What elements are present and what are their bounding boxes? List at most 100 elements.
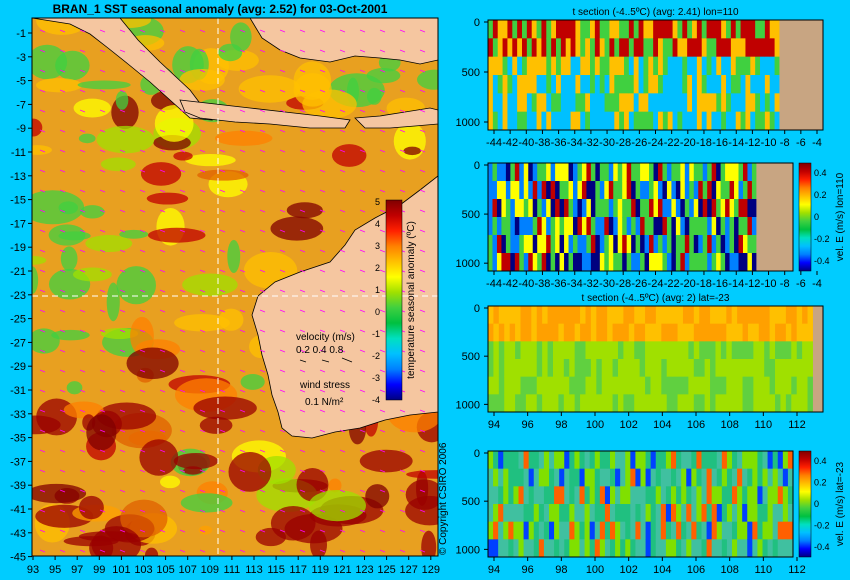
section-cell (702, 199, 708, 218)
section-cell (696, 111, 703, 131)
section-cell (650, 504, 657, 523)
section-cell (715, 341, 722, 360)
section-cell (585, 93, 591, 113)
section-cell (508, 451, 514, 470)
section-cell (701, 468, 708, 487)
sst-blob (146, 192, 189, 205)
sst-blob (32, 190, 85, 225)
velocity-arrow (119, 369, 126, 373)
section-cell (617, 217, 623, 236)
section-cell (528, 451, 535, 470)
velocity-arrow (399, 69, 406, 73)
section-cell (640, 235, 646, 254)
section-cell (742, 235, 748, 254)
section-cell (556, 38, 562, 58)
sst-blob (96, 125, 155, 154)
section-cell (615, 539, 621, 558)
section-cell (568, 181, 574, 200)
section-cell (498, 486, 504, 505)
velocity-arrow (359, 409, 366, 413)
section-cell (711, 451, 718, 470)
section-cell (755, 75, 761, 94)
velocity-arrow (159, 469, 166, 473)
section-cell (660, 539, 667, 558)
section-cell (730, 111, 737, 131)
velocity-arrow (399, 529, 406, 533)
section-cell (729, 217, 735, 236)
section-cell (496, 217, 502, 236)
velocity-arrow (119, 529, 126, 533)
velocity-arrow (99, 189, 106, 193)
main-map-lon-ticks: 93 95 97 99 101 103 105 107 109 111 113 115 117 119 12… (27, 556, 440, 576)
section-cell (661, 323, 668, 342)
section-cell (750, 20, 756, 39)
velocity-arrow (99, 129, 106, 133)
section-cell (691, 521, 697, 540)
section-cell (671, 235, 677, 254)
section-cell (541, 75, 547, 94)
section-cell (580, 38, 586, 58)
section-cell (563, 376, 570, 395)
section-cell (693, 394, 700, 413)
velocity-arrow (79, 149, 86, 153)
section-cell (730, 93, 737, 113)
section-cell (707, 235, 713, 254)
section-cell (787, 504, 794, 523)
velocity-arrow (99, 409, 106, 413)
velocity-arrow (219, 69, 226, 73)
section-cell (775, 394, 781, 413)
section-cell (769, 394, 776, 413)
section-cell (707, 217, 713, 236)
velocity-arrow (259, 389, 266, 393)
section-cell (649, 163, 655, 182)
section-cell (782, 504, 789, 523)
section-cell (807, 306, 814, 325)
section-cell (498, 451, 504, 470)
section-cell (747, 235, 753, 254)
section-cell (551, 75, 557, 94)
velocity-arrow (379, 409, 386, 413)
sst-blob (66, 381, 83, 395)
velocity-arrow (279, 549, 286, 553)
section-cell (704, 323, 711, 342)
land-nusa-tenggara (354, 107, 438, 129)
section-x-tick-label: -28 (615, 137, 631, 149)
section-x-tick-label: -32 (583, 278, 599, 290)
section-cell (586, 181, 592, 200)
section-cell (614, 56, 620, 76)
velocity-arrow (359, 89, 366, 93)
section-cell (701, 56, 708, 76)
velocity-arrow (119, 349, 126, 353)
section-cell (609, 20, 615, 39)
section-cell (758, 394, 765, 413)
section-cell (560, 38, 567, 58)
section-cell (711, 235, 717, 254)
section-cell (699, 323, 706, 342)
section-cell (590, 56, 596, 76)
section-cell (720, 323, 727, 342)
section-cell (531, 56, 538, 76)
velocity-arrow (379, 289, 386, 293)
velocity-arrow (379, 89, 386, 93)
section-cell (775, 306, 781, 325)
section-cell (648, 93, 654, 113)
section-cell (614, 38, 620, 58)
velocity-arrow (239, 209, 246, 213)
section-cell (689, 217, 695, 236)
section-cell (502, 56, 508, 76)
section-cell (559, 163, 565, 182)
section-x-tick-label: 96 (522, 564, 534, 576)
velocity-arrow (139, 49, 146, 53)
section-cell (628, 376, 635, 395)
section-cell (517, 56, 523, 76)
velocity-arrow (39, 449, 46, 453)
section-cell (721, 468, 728, 487)
section-cell (631, 217, 637, 236)
section-cell (701, 111, 708, 131)
section-cell (547, 341, 554, 360)
section-cell (740, 75, 746, 94)
section-cell (726, 521, 733, 540)
velocity-arrow (359, 529, 366, 533)
section-cell (585, 341, 592, 360)
section-cell (601, 359, 608, 378)
